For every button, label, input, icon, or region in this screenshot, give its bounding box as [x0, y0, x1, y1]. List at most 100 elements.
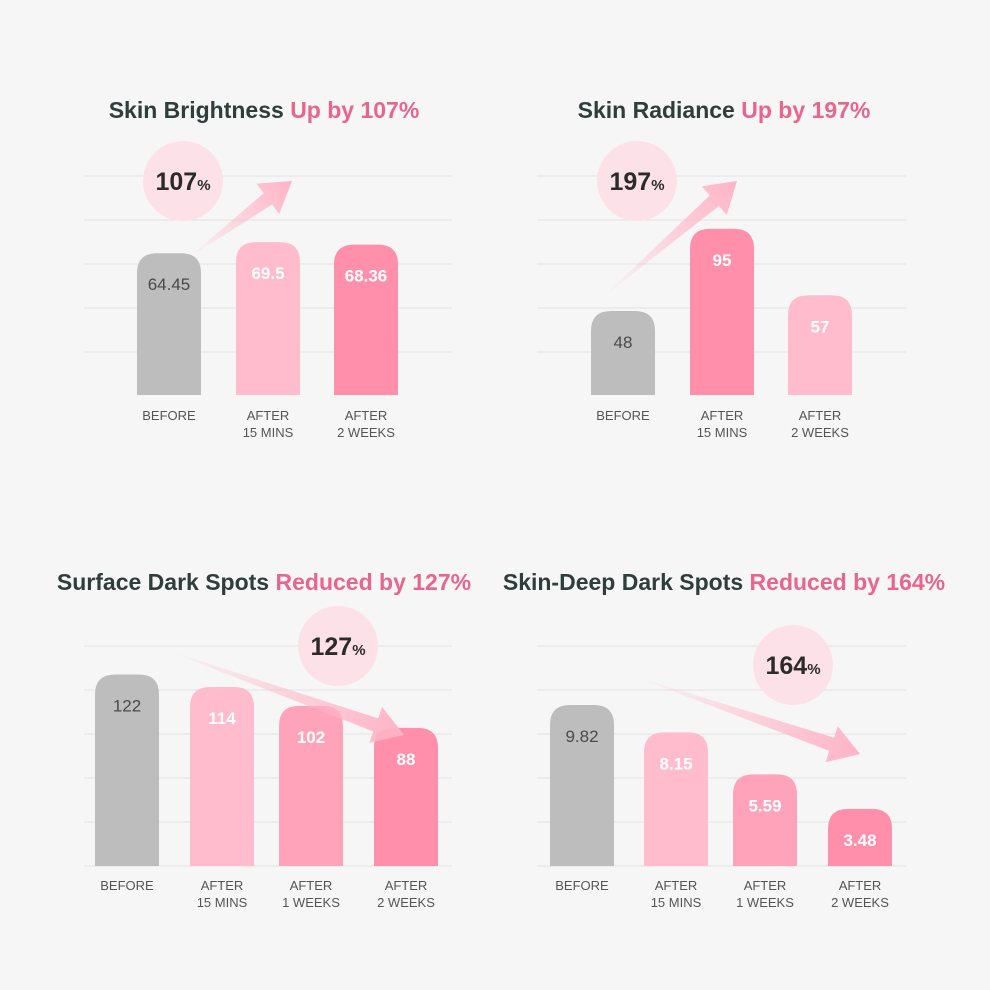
title-prefix: Surface Dark Spots — [57, 569, 276, 595]
percent-badge — [143, 141, 223, 221]
bar-value-label: 9.82 — [565, 727, 598, 746]
badge-unit: % — [651, 177, 664, 194]
category-label: AFTER 15 MINS — [197, 878, 248, 910]
chart-title: Skin Radiance Up by 197% — [578, 97, 871, 123]
chart-title: Skin Brightness Up by 107% — [109, 97, 420, 123]
category-label-line: 15 MINS — [651, 895, 702, 910]
category-label: AFTER 2 WEEKS — [377, 878, 435, 910]
decrease-arrow — [160, 648, 404, 743]
category-label-line: AFTER — [345, 408, 388, 423]
category-label: AFTER 2 WEEKS — [831, 878, 889, 910]
bar — [644, 732, 708, 866]
bar — [828, 808, 892, 866]
title-highlight: Reduced by 127% — [276, 569, 472, 595]
badge-number: 107 — [155, 168, 197, 196]
category-label-line: 15 MINS — [243, 425, 294, 440]
category-label-line: BEFORE — [142, 408, 196, 423]
chart-panel: 48 BEFORE 95 AFTER 15 MINS 57 AFTER 2 WEEKS 197%… — [537, 97, 906, 440]
category-label: BEFORE — [555, 878, 609, 893]
badge-unit: % — [352, 642, 365, 659]
bar-value-label: 102 — [297, 728, 325, 747]
category-label: AFTER 15 MINS — [651, 878, 702, 910]
chart-title: Surface Dark Spots Reduced by 127% — [57, 569, 471, 595]
bar — [279, 705, 343, 866]
bar — [550, 704, 614, 866]
bar-value-label: 88 — [397, 750, 416, 769]
increase-arrow — [602, 181, 737, 298]
category-label-line: 2 WEEKS — [377, 895, 435, 910]
title-highlight: Up by 197% — [741, 97, 870, 123]
bar — [690, 228, 754, 395]
bar-value-label: 8.15 — [659, 754, 692, 773]
category-label-line: 1 WEEKS — [736, 895, 794, 910]
bar — [236, 242, 300, 395]
title-prefix: Skin-Deep Dark Spots — [503, 569, 750, 595]
bar — [190, 687, 254, 866]
title-prefix: Skin Brightness — [109, 97, 290, 123]
title-prefix: Skin Radiance — [578, 97, 742, 123]
category-label: AFTER 1 WEEKS — [736, 878, 794, 910]
badge-value: 197% — [609, 168, 664, 196]
bar — [137, 253, 201, 395]
category-label-line: AFTER — [839, 878, 882, 893]
category-label-line: BEFORE — [555, 878, 609, 893]
percent-badge — [298, 606, 378, 686]
badge-unit: % — [197, 177, 210, 194]
increase-arrow — [188, 181, 292, 258]
category-label: BEFORE — [100, 878, 154, 893]
bar — [95, 674, 159, 866]
category-label: AFTER 2 WEEKS — [337, 408, 395, 440]
category-label-line: BEFORE — [596, 408, 650, 423]
category-label: AFTER 15 MINS — [243, 408, 294, 440]
category-label: BEFORE — [142, 408, 196, 423]
percent-badge — [753, 625, 833, 705]
bar-value-label: 114 — [208, 709, 236, 728]
category-label-line: AFTER — [201, 878, 244, 893]
category-label-line: AFTER — [385, 878, 428, 893]
badge-value: 107% — [155, 168, 210, 196]
chart-panel: 122 BEFORE 114 AFTER 15 MINS 102 AFTER 1 WEEKS 8… — [57, 569, 471, 910]
bar-value-label: 5.59 — [748, 796, 781, 815]
category-label-line: AFTER — [247, 408, 290, 423]
bar-value-label: 64.45 — [148, 275, 191, 294]
category-label-line: AFTER — [290, 878, 333, 893]
bar-value-label: 95 — [713, 251, 732, 270]
bar-value-label: 48 — [614, 333, 633, 352]
category-label-line: 2 WEEKS — [791, 425, 849, 440]
bar-value-label: 68.36 — [345, 267, 388, 286]
title-highlight: Up by 107% — [290, 97, 419, 123]
category-label-line: BEFORE — [100, 878, 154, 893]
category-label-line: AFTER — [701, 408, 744, 423]
chart-title: Skin-Deep Dark Spots Reduced by 164% — [503, 569, 945, 595]
bar-value-label: 69.5 — [251, 264, 284, 283]
badge-value: 164% — [765, 652, 820, 680]
title-highlight: Reduced by 164% — [750, 569, 946, 595]
chart-panel: 64.45 BEFORE 69.5 AFTER 15 MINS 68.36 AFTER 2 W… — [84, 97, 452, 440]
bar-value-label: 57 — [811, 317, 830, 336]
category-label-line: 2 WEEKS — [831, 895, 889, 910]
category-label-line: AFTER — [655, 878, 698, 893]
category-label-line: AFTER — [744, 878, 787, 893]
decrease-arrow — [630, 675, 860, 763]
percent-badge — [597, 141, 677, 221]
category-label-line: 2 WEEKS — [337, 425, 395, 440]
bar — [334, 244, 398, 395]
category-label: AFTER 15 MINS — [697, 408, 748, 440]
bar-value-label: 122 — [113, 696, 141, 715]
badge-number: 197 — [609, 168, 651, 196]
bar — [788, 295, 852, 395]
category-label-line: AFTER — [799, 408, 842, 423]
chart-panel: 9.82 BEFORE 8.15 AFTER 15 MINS 5.59 AFTER 1 WEE… — [503, 569, 945, 910]
bar — [733, 774, 797, 866]
badge-number: 164 — [765, 652, 807, 680]
badge-number: 127 — [310, 633, 352, 661]
badge-value: 127% — [310, 633, 365, 661]
category-label-line: 15 MINS — [697, 425, 748, 440]
category-label-line: 1 WEEKS — [282, 895, 340, 910]
badge-unit: % — [807, 661, 820, 678]
bar-value-label: 3.48 — [843, 831, 876, 850]
category-label-line: 15 MINS — [197, 895, 248, 910]
bar — [591, 311, 655, 395]
